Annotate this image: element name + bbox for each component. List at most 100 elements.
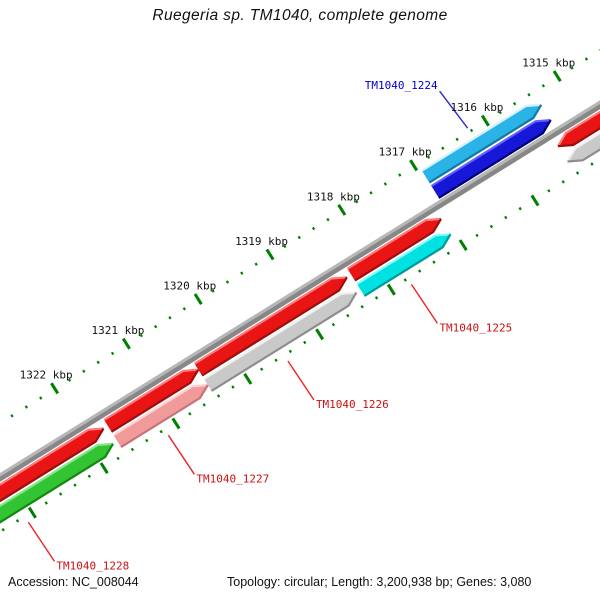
ruler-minor-tick (67, 378, 72, 382)
gene-label-TM1040_1226[interactable]: TM1040_1226 (316, 398, 389, 411)
ruler-minor-tick (446, 251, 450, 255)
ruler-minor-tick (24, 405, 28, 409)
gene-label-TM1040_1227[interactable]: TM1040_1227 (196, 472, 269, 485)
ruler-minor-tick (168, 316, 172, 320)
ruler-major-tick (386, 283, 396, 296)
leader-line-TM1040_1225 (410, 283, 439, 324)
ruler-major-tick (27, 506, 37, 519)
ruler-major-tick (193, 293, 203, 305)
status-summary: Topology: circular; Length: 3,200,938 bp… (227, 575, 532, 589)
ruler-minor-tick (87, 474, 91, 478)
ruler-minor-tick (202, 403, 206, 407)
gene-band-top (194, 277, 347, 376)
ruler-minor-tick (145, 438, 149, 443)
ruler-minor-tick (288, 349, 292, 354)
ruler-minor-tick (10, 414, 14, 418)
ruler-labels: 1315 kbp 1316 kbp 1317 kbp 1318 kbp 1319 kbp… (20, 56, 576, 381)
ruler-minor-tick (518, 206, 522, 211)
gene-band-top-highlight (557, 110, 600, 147)
ruler-minor-tick (283, 244, 287, 249)
ruler-minor-tick (504, 215, 508, 220)
leader-line-TM1040_1224 (439, 90, 469, 129)
ruler-minor-tick (231, 385, 235, 389)
leader-line-TM1040_1226 (287, 360, 315, 401)
gene-band-bottom-shadow (120, 384, 209, 449)
gene-TM1040_1227[interactable] (103, 368, 209, 449)
ruler-minor-tick (489, 224, 494, 229)
gene-band-top-shadow (354, 218, 442, 282)
ruler-minor-tick (561, 180, 565, 184)
backbone-dark (0, 100, 600, 482)
status-accession: Accession: NC_008044 (8, 575, 139, 589)
ruler-minor-tick (441, 146, 445, 150)
ruler-minor-tick (398, 173, 402, 177)
ruler-minor-tick (432, 260, 436, 264)
ruler-minor-tick (1, 528, 5, 532)
gene-band-top (0, 428, 104, 502)
gene-band-bottom-shadow (567, 148, 600, 163)
ruler-minor-tick (527, 93, 531, 97)
ruler-minor-tick (570, 66, 574, 70)
ruler-minor-tick (159, 429, 163, 434)
ruler-minor-tick (116, 456, 120, 461)
ruler-major-tick (315, 328, 325, 341)
ruler-label-1319kbp: 1319 kbp (235, 235, 288, 248)
gene-band-bottom (204, 292, 357, 391)
ruler-minor-tick (360, 305, 364, 309)
gene-TM1040_1228[interactable] (0, 427, 114, 528)
ruler-minor-tick (225, 280, 230, 284)
ruler-minor-tick (39, 396, 43, 400)
gene-TM1040_1226[interactable] (194, 276, 358, 392)
ruler-minor-tick (547, 189, 551, 193)
ruler-major-tick (480, 114, 490, 127)
gene-band-bottom-highlight (430, 119, 551, 187)
gene-band-bottom-highlight (113, 383, 208, 437)
gene-label-TM1040_1228[interactable]: TM1040_1228 (56, 559, 129, 572)
ruler-minor-tick (44, 501, 48, 505)
ruler-minor-tick (469, 128, 474, 133)
gene-label-TM1040_1225[interactable]: TM1040_1225 (439, 321, 512, 334)
ruler-minor-tick (403, 278, 407, 282)
ruler-minor-tick (426, 155, 431, 159)
ruler-minor-tick (590, 162, 594, 166)
gene-band-top-shadow (428, 104, 543, 184)
gene-band-top (104, 369, 199, 432)
ruler-minor-tick (418, 269, 422, 273)
ruler-minor-tick (311, 226, 316, 231)
ruler-label-1320kbp: 1320 kbp (163, 279, 216, 292)
ruler-minor-tick (82, 369, 86, 373)
ruler-minor-tick (355, 200, 359, 204)
ruler-minor-tick (584, 57, 589, 61)
gene-band-bottom-highlight (566, 131, 600, 163)
ruler-minor-tick (541, 84, 545, 88)
gene-band-top (347, 218, 441, 281)
gene-label-TM1040_1224[interactable]: TM1040_1224 (365, 79, 438, 92)
ruler-major-tick (530, 194, 540, 207)
ruler-minor-tick (346, 313, 350, 318)
ruler-major-tick (409, 159, 419, 172)
ruler-minor-tick (326, 217, 330, 222)
gene-band-top-shadow (110, 369, 200, 433)
ruler-major-tick (552, 70, 562, 82)
ruler-major-tick (265, 248, 275, 261)
ruler-minor-tick (182, 307, 186, 311)
ruler-minor-tick (575, 171, 580, 175)
ruler-major-tick (337, 204, 347, 216)
ruler-label-1315kbp: 1315 kbp (522, 56, 575, 69)
ruler-minor-tick (475, 233, 479, 238)
gene-band-bottom-highlight (203, 291, 357, 380)
gene-TM1040_1224[interactable] (421, 103, 552, 199)
gene-features (0, 79, 600, 528)
gene-unlabeled[interactable] (557, 79, 600, 163)
ruler-minor-tick (240, 271, 244, 275)
ruler-minor-tick (383, 182, 387, 186)
ruler-label-1318kbp: 1318 kbp (307, 190, 360, 203)
gene-band-top (421, 104, 542, 183)
gene-band-bottom-shadow (363, 233, 452, 297)
gene-TM1040_1225[interactable] (346, 217, 452, 297)
gene-band-top-shadow (557, 127, 600, 148)
ruler-label-1321kbp: 1321 kbp (91, 324, 144, 337)
leader-line-TM1040_1227 (167, 434, 195, 475)
ruler-ticks (1, 49, 600, 532)
ruler-minor-tick (254, 262, 258, 266)
